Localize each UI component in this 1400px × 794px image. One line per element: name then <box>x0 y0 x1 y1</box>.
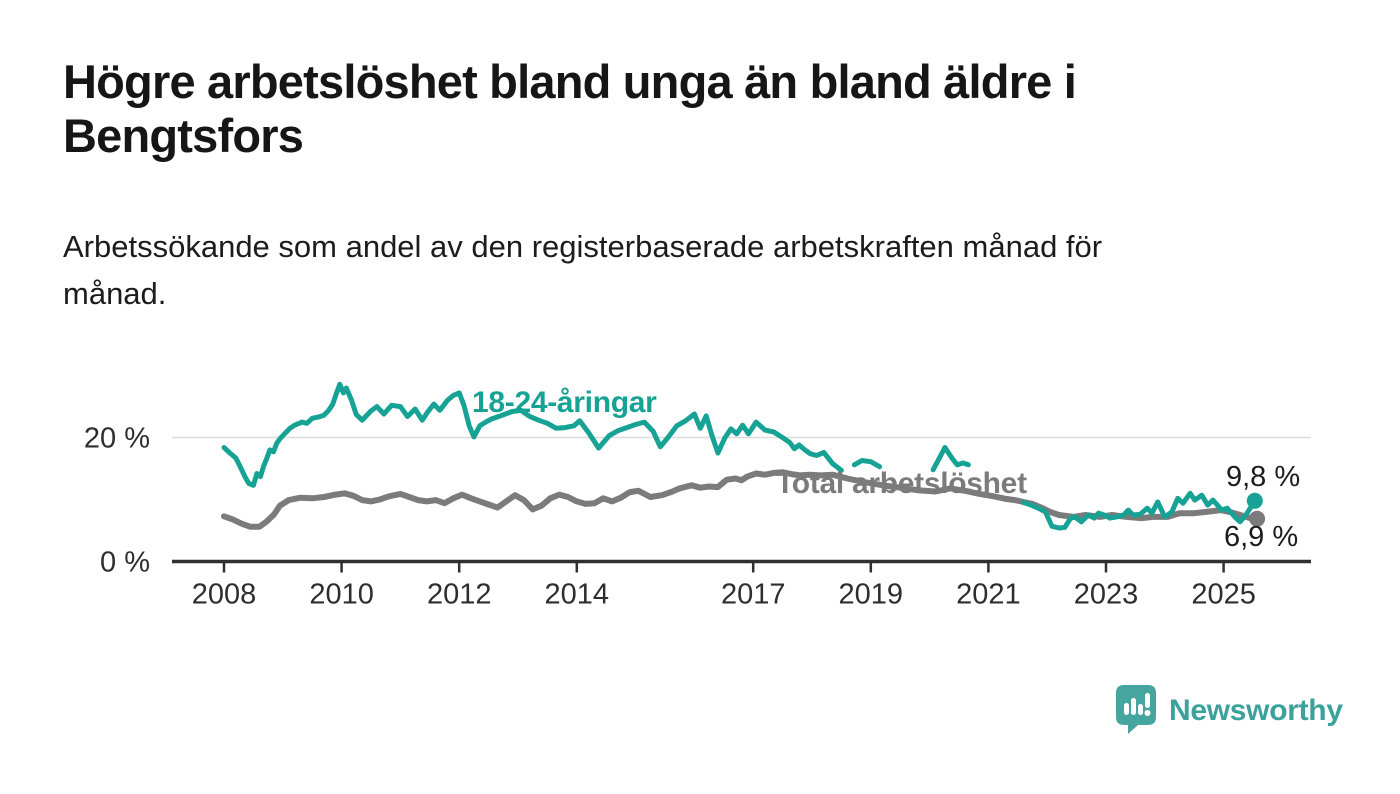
series-line-total <box>221 469 1261 530</box>
title-line-1: Högre arbetslöshet bland unga än bland ä… <box>63 55 1077 108</box>
x-tick-label: 2023 <box>1074 579 1139 611</box>
subtitle-line-2: månad. <box>63 275 167 311</box>
x-tick-label: 2014 <box>545 579 610 611</box>
series-label-young: 18-24-åringar <box>472 386 657 419</box>
end-value-label-young: 9,8 % <box>1226 461 1301 493</box>
x-tick-label: 2008 <box>192 579 257 611</box>
chart-subtitle: Arbetssökande som andel av den registerb… <box>63 224 1102 317</box>
end-value-label-total: 6,9 % <box>1224 521 1299 553</box>
page-title: Högre arbetslöshet bland unga än bland ä… <box>63 55 1077 163</box>
series-label-total: Total arbetslöshet <box>776 467 1027 500</box>
newsworthy-logo: Newsworthy <box>1116 685 1343 734</box>
y-tick-label: 0 % <box>100 547 150 579</box>
end-dot-young <box>1246 492 1263 509</box>
x-tick-label: 2010 <box>309 579 374 611</box>
x-tick-label: 2012 <box>427 579 492 611</box>
x-tick-label: 2019 <box>839 579 904 611</box>
end-dot-total <box>1249 510 1266 527</box>
x-tick-label: 2025 <box>1191 579 1256 611</box>
subtitle-line-1: Arbetssökande som andel av den registerb… <box>63 229 1103 264</box>
newsworthy-bubble-chart-icon <box>1116 685 1156 734</box>
brand-name: Newsworthy <box>1169 694 1343 727</box>
y-tick-label: 20 % <box>84 423 150 455</box>
series-line-young <box>930 445 971 473</box>
series-line-young <box>1021 490 1258 531</box>
series-line-young <box>851 458 883 470</box>
series-line-young <box>221 381 844 488</box>
x-tick-label: 2017 <box>721 579 786 611</box>
title-line-2: Bengtsfors <box>63 109 304 163</box>
x-tick-label: 2021 <box>956 579 1021 611</box>
